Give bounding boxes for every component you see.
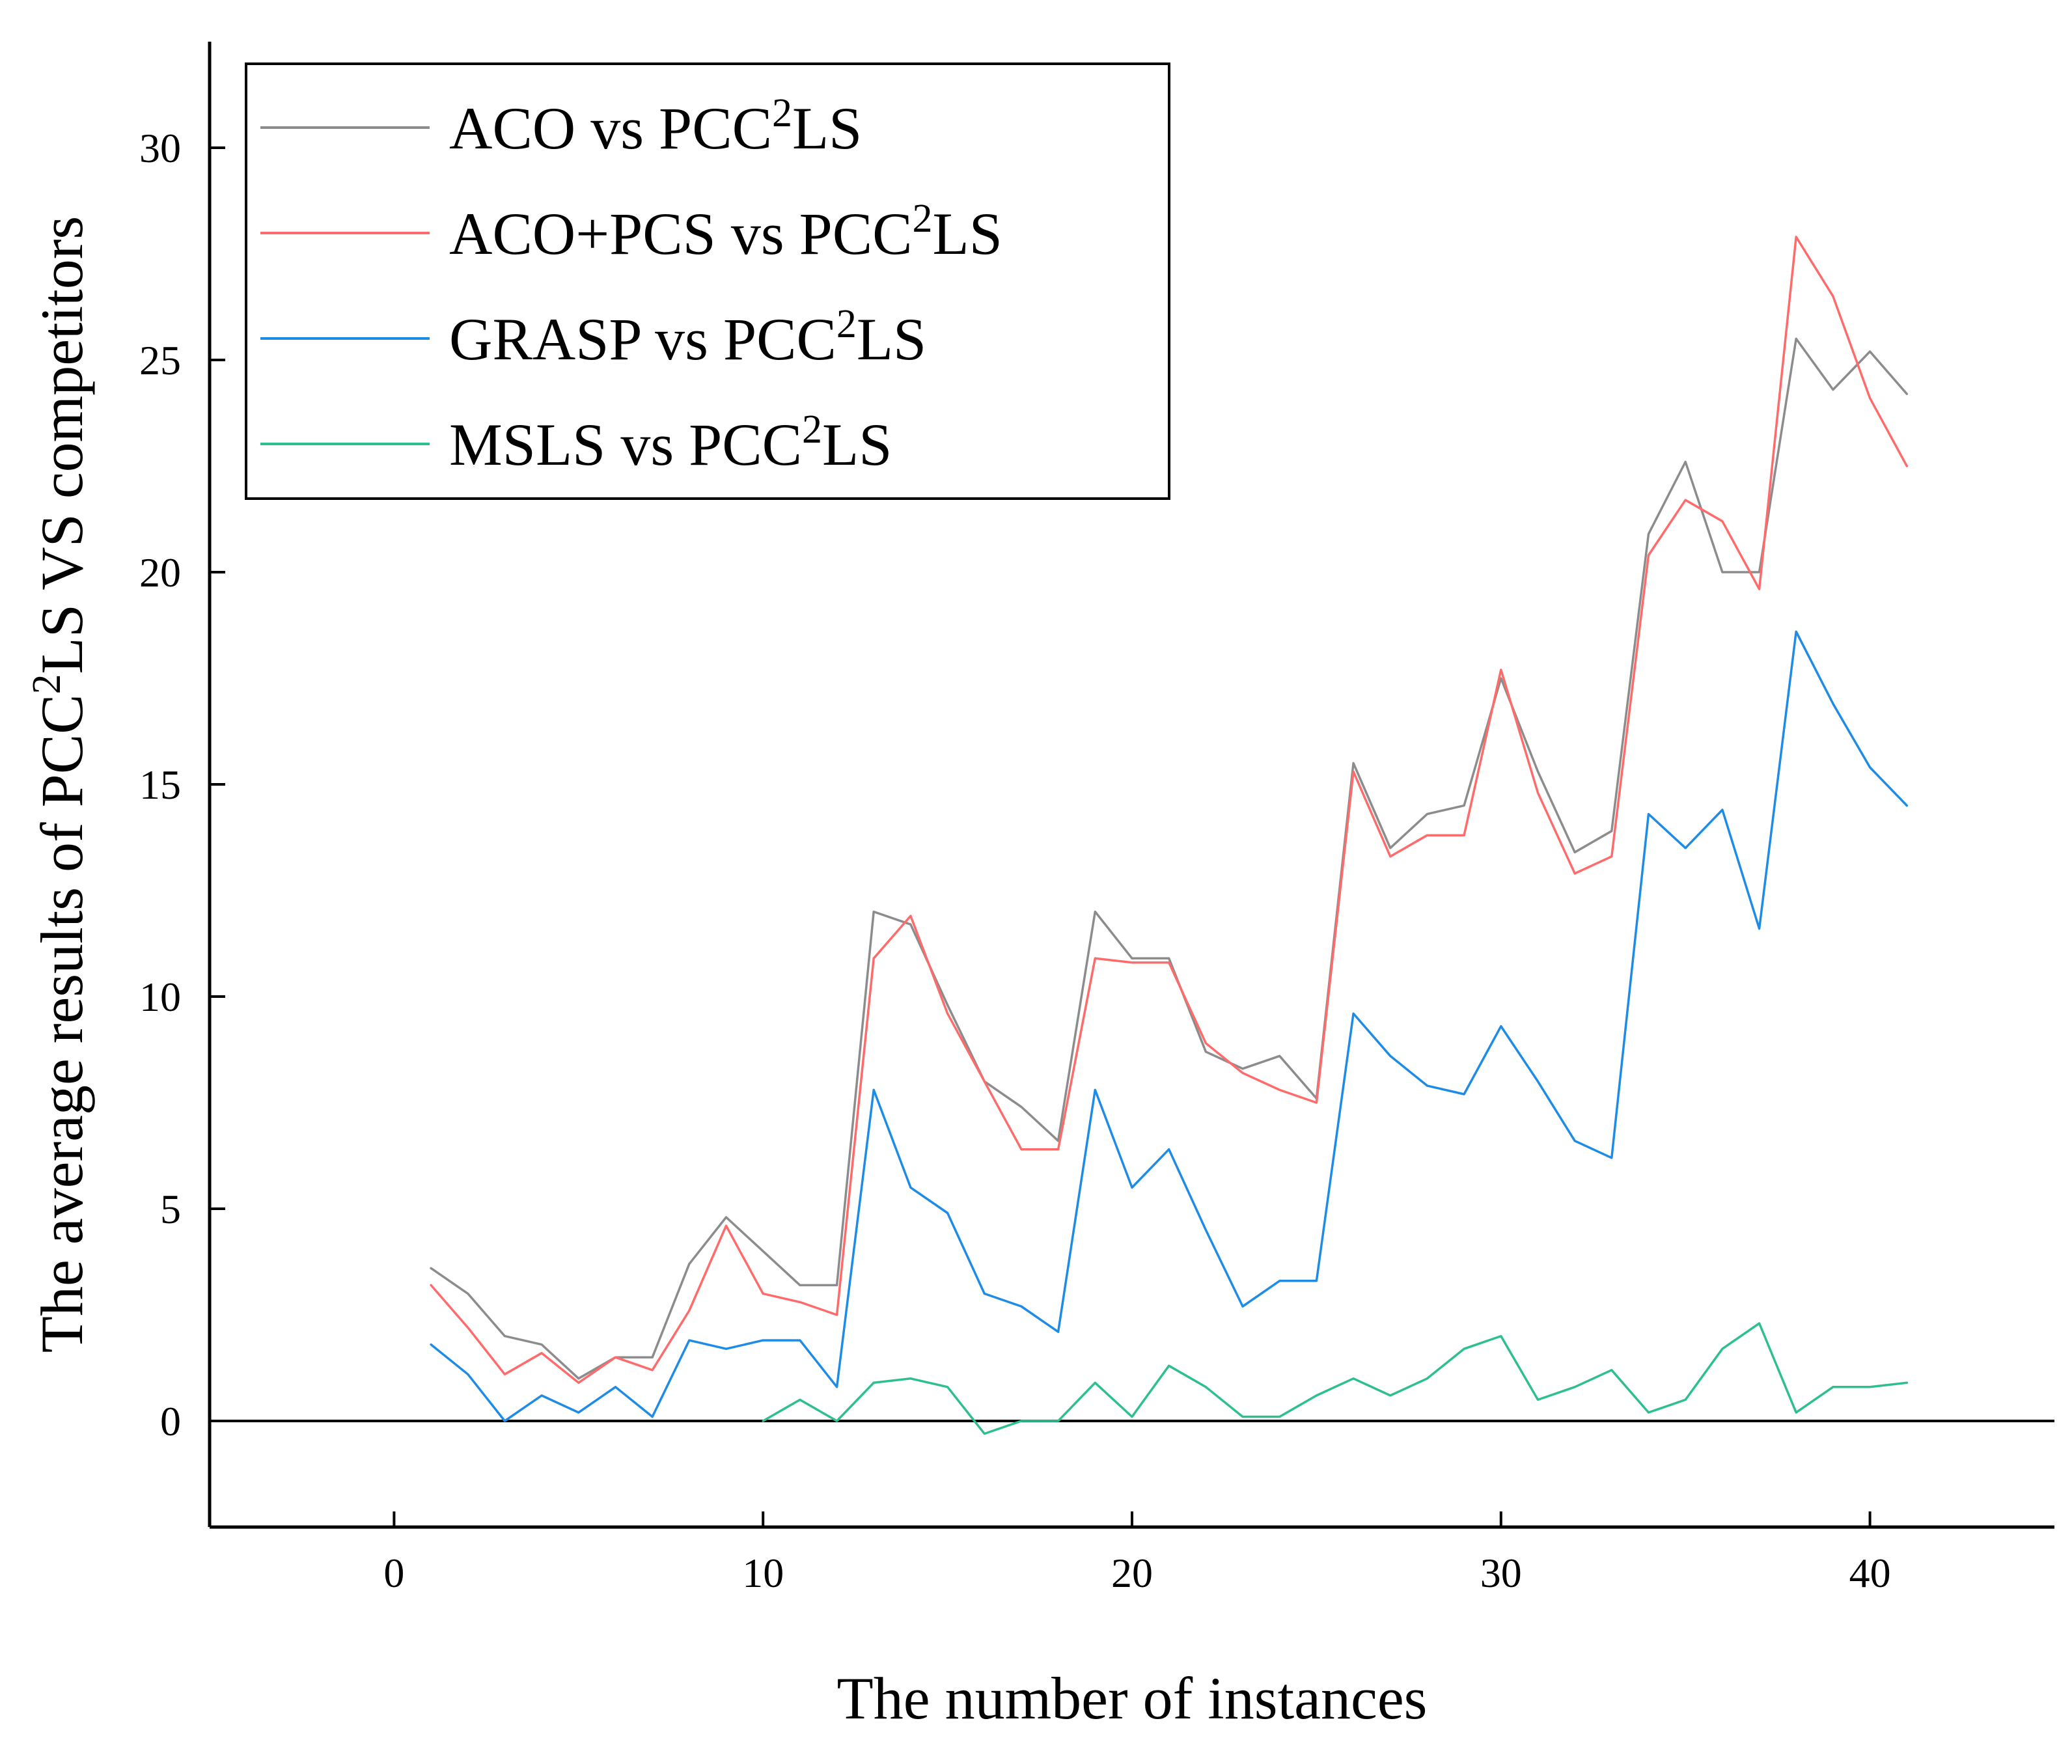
legend-label-superscript: 2 xyxy=(913,197,933,241)
y-tick-label-5: 5 xyxy=(160,1186,181,1232)
y-tick-label-20: 20 xyxy=(139,549,181,596)
y-tick-label-10: 10 xyxy=(139,974,181,1020)
x-tick-label-20: 20 xyxy=(1111,1550,1153,1596)
x-tick-label-10: 10 xyxy=(742,1550,784,1596)
series-line-1 xyxy=(430,337,1909,1380)
x-tick-label-40: 40 xyxy=(1849,1550,1891,1596)
legend-label-text: ACO+PCS vs PCC xyxy=(449,200,913,267)
series-line-4 xyxy=(762,1322,1909,1435)
y-axis-title-suffix: LS VS competitors xyxy=(29,216,95,674)
legend-label-superscript: 2 xyxy=(772,91,792,135)
legend-label-suffix: LS xyxy=(933,200,1002,267)
x-tick-label-30: 30 xyxy=(1480,1550,1522,1596)
legend-label-text: MSLS vs PCC xyxy=(449,411,802,478)
y-axis-title-superscript: 2 xyxy=(25,674,69,694)
legend-label-1: ACO vs PCC2LS xyxy=(449,91,862,161)
y-axis-title: The average results of PCC2LS VS competi… xyxy=(25,216,95,1353)
legend-label-text: ACO vs PCC xyxy=(449,95,772,161)
y-tick-label-30: 30 xyxy=(139,125,181,171)
x-tick-label-0: 0 xyxy=(383,1550,404,1596)
legend-label-suffix: LS xyxy=(822,411,892,478)
legend-label-suffix: LS xyxy=(792,95,862,161)
series-line-3 xyxy=(430,630,1909,1422)
y-tick-label-25: 25 xyxy=(139,337,181,383)
legend-label-text: GRASP vs PCC xyxy=(449,306,836,372)
legend-label-suffix: LS xyxy=(857,306,926,372)
legend-label-3: GRASP vs PCC2LS xyxy=(449,302,926,372)
legend-box xyxy=(245,62,1170,500)
legend-label-superscript: 2 xyxy=(802,407,822,452)
y-axis-title-prefix: The average results of PCC xyxy=(29,694,95,1353)
x-axis-title: The number of instances xyxy=(837,1665,1428,1731)
y-ticks: 0 5 10 15 20 25 30 xyxy=(139,125,225,1444)
legend-label-4: MSLS vs PCC2LS xyxy=(449,407,892,478)
legend-label-superscript: 2 xyxy=(836,302,857,346)
series-line-2 xyxy=(430,236,1909,1385)
y-tick-label-15: 15 xyxy=(139,762,181,808)
y-tick-label-0: 0 xyxy=(160,1398,181,1444)
x-ticks: 0 10 20 30 40 xyxy=(383,1511,1891,1596)
legend-label-2: ACO+PCS vs PCC2LS xyxy=(449,197,1002,267)
series-layer xyxy=(430,236,1909,1435)
